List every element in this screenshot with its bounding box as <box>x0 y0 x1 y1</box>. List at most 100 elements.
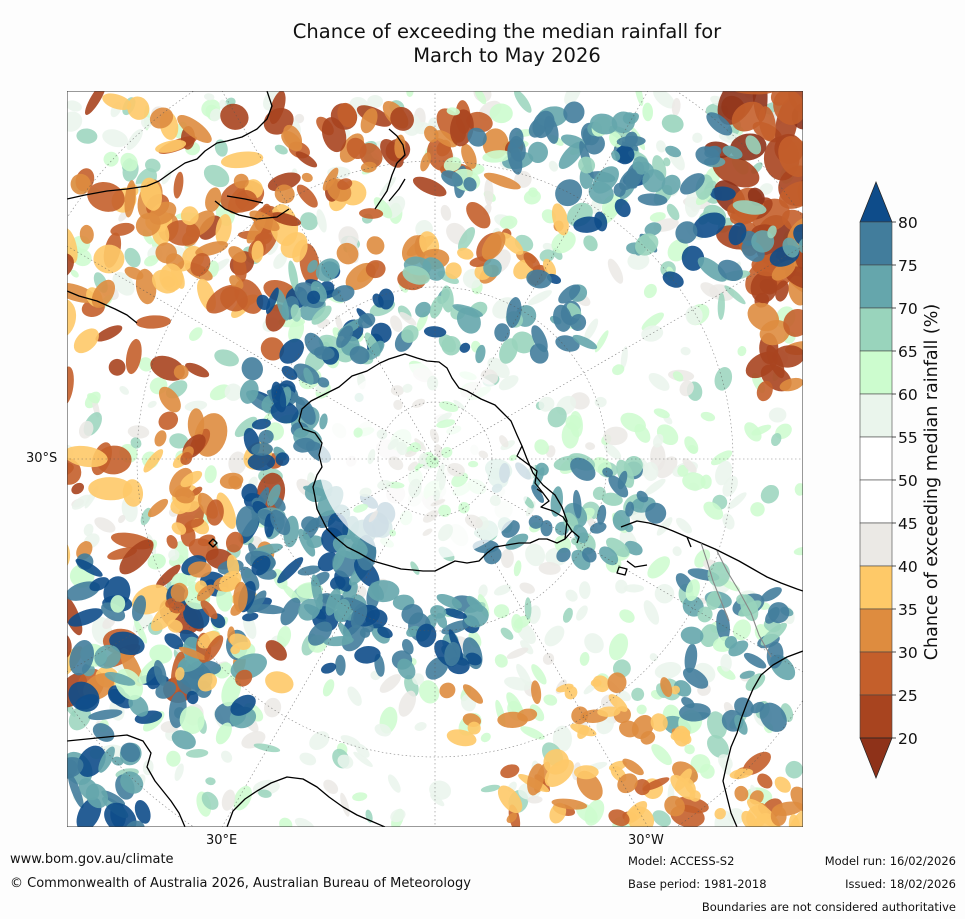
field-patch <box>611 150 621 162</box>
field-patch <box>251 240 264 263</box>
field-patch <box>67 298 77 339</box>
field-patch <box>622 758 644 776</box>
field-patch <box>525 543 546 567</box>
field-patch <box>179 706 205 734</box>
field-patch <box>715 460 733 486</box>
field-patch <box>299 752 317 766</box>
field-patch <box>463 177 477 192</box>
field-patch <box>173 171 184 199</box>
field-patch <box>229 275 244 290</box>
field-patch <box>614 198 631 218</box>
field-patch <box>661 174 681 196</box>
south-america-east <box>722 650 803 827</box>
field-patch <box>370 322 392 344</box>
field-patch <box>436 593 463 609</box>
field-patch <box>367 448 376 465</box>
field-patch <box>186 690 199 705</box>
field-patch <box>75 558 103 577</box>
field-patch <box>67 366 74 406</box>
field-patch <box>511 613 523 633</box>
field-patch <box>322 167 339 191</box>
field-patch <box>617 773 638 794</box>
field-patch <box>707 734 729 759</box>
field-patch <box>682 472 706 491</box>
field-patch <box>634 423 651 443</box>
field-patch <box>321 662 337 674</box>
australia-southeast <box>226 776 386 827</box>
field-patch <box>412 176 447 197</box>
field-patch <box>224 383 243 401</box>
colorbar-tick-label-60: 60 <box>898 386 918 404</box>
field-patch <box>761 587 782 602</box>
field-patch <box>149 644 173 664</box>
field-patch <box>506 647 529 659</box>
field-patch <box>429 428 440 443</box>
field-patch <box>676 517 692 534</box>
field-patch <box>228 246 247 263</box>
field-patch <box>73 328 99 354</box>
lat-label-30s: 30°S <box>26 451 58 466</box>
field-patch <box>443 608 467 619</box>
website-link[interactable]: www.bom.gov.au/climate <box>10 852 174 867</box>
field-patch <box>660 677 673 698</box>
field-patch <box>78 778 100 801</box>
field-patch <box>645 502 667 524</box>
field-patch <box>592 166 619 194</box>
field-patch <box>166 750 181 767</box>
field-patch <box>531 664 547 685</box>
field-patch <box>778 136 803 177</box>
field-patch <box>699 624 720 648</box>
field-patch <box>624 523 634 533</box>
field-patch <box>169 433 189 449</box>
field-patch <box>553 304 572 332</box>
field-patch <box>98 746 115 773</box>
field-patch <box>300 212 318 231</box>
field-patch <box>500 764 520 779</box>
field-patch <box>242 612 259 622</box>
field-patch <box>637 193 668 206</box>
field-patch <box>642 169 666 193</box>
colorbar-tick-label-40: 40 <box>898 558 918 576</box>
field-patch <box>685 579 700 602</box>
field-patch <box>214 139 228 157</box>
field-patch <box>271 381 287 413</box>
field-patch <box>539 249 555 263</box>
field-patch <box>158 411 179 430</box>
field-patch <box>201 791 219 810</box>
field-patch <box>720 654 732 672</box>
field-patch <box>241 357 263 381</box>
field-patch <box>402 265 430 285</box>
field-patch <box>524 597 532 620</box>
field-patch <box>293 437 316 453</box>
field-patch <box>506 812 518 823</box>
field-patch <box>404 450 417 458</box>
field-patch <box>603 426 628 446</box>
field-patch <box>228 475 242 490</box>
field-patch <box>615 145 635 165</box>
field-patch <box>159 263 184 292</box>
field-patch <box>771 433 782 446</box>
field-patch <box>785 760 803 779</box>
field-patch <box>575 605 588 621</box>
field-patch <box>171 730 196 750</box>
field-patch <box>579 581 591 599</box>
field-patch <box>87 181 125 212</box>
field-patch <box>120 771 144 794</box>
field-patch <box>87 393 100 404</box>
field-patch <box>135 268 157 305</box>
field-patch <box>466 595 484 612</box>
field-patch <box>714 367 733 391</box>
field-patch <box>773 91 803 125</box>
field-patch <box>644 478 666 496</box>
field-patch <box>203 93 215 101</box>
field-patch <box>303 367 314 385</box>
field-patch <box>462 684 484 704</box>
field-patch <box>552 725 573 752</box>
field-patch <box>556 683 574 693</box>
field-patch <box>684 643 698 673</box>
field-patch <box>274 144 288 155</box>
field-patch <box>543 694 558 706</box>
field-patch <box>187 408 205 440</box>
field-patch <box>628 169 639 189</box>
field-patch <box>731 101 766 132</box>
